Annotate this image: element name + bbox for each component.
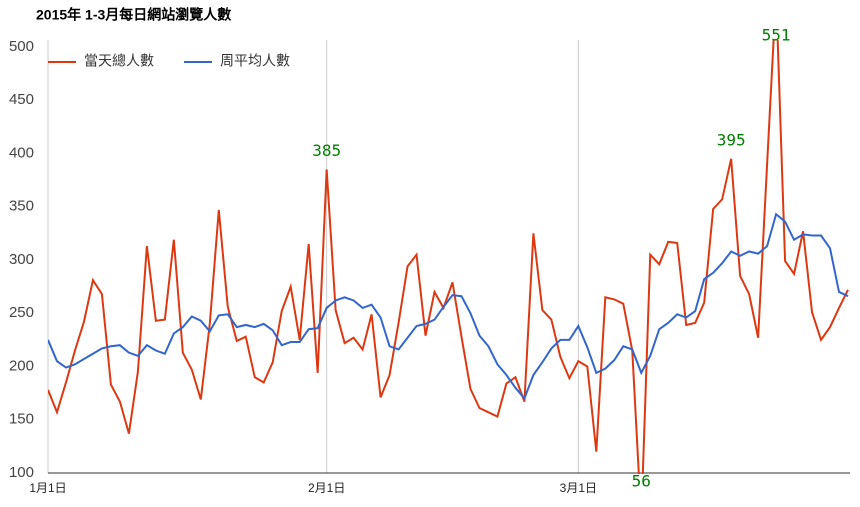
x-tick-label: 3月1日 bbox=[560, 481, 597, 495]
x-tick-label: 1月1日 bbox=[29, 481, 66, 495]
y-tick-label: 100 bbox=[9, 464, 34, 481]
plot-area bbox=[48, 40, 849, 474]
legend-label: 當天總人數 bbox=[84, 53, 154, 69]
series-line bbox=[48, 40, 849, 474]
y-tick-label: 300 bbox=[9, 251, 34, 268]
data-label: 385 bbox=[312, 141, 341, 160]
legend-label: 周平均人數 bbox=[220, 53, 290, 69]
chart-title: 2015年 1-3月每日網站瀏覽人數 bbox=[36, 7, 231, 23]
data-label: 56 bbox=[632, 472, 651, 491]
y-tick-label: 450 bbox=[9, 91, 34, 108]
series-line bbox=[48, 212, 849, 401]
data-label: 551 bbox=[762, 26, 791, 45]
y-tick-label: 500 bbox=[9, 38, 34, 55]
x-tick-label: 2月1日 bbox=[308, 481, 345, 495]
data-label: 395 bbox=[717, 130, 746, 149]
y-tick-label: 250 bbox=[9, 304, 34, 321]
y-tick-label: 150 bbox=[9, 411, 34, 428]
y-tick-label: 350 bbox=[9, 198, 34, 215]
y-tick-label: 400 bbox=[9, 144, 34, 161]
y-tick-label: 200 bbox=[9, 357, 34, 374]
